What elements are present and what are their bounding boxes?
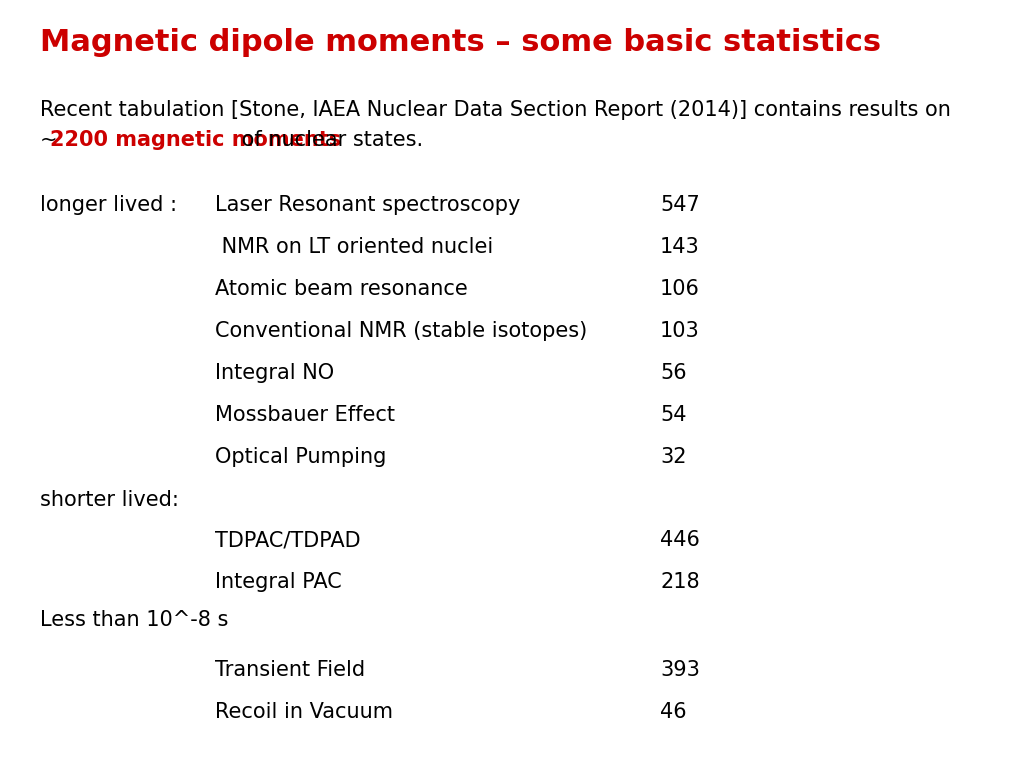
Text: ~: ~	[40, 130, 57, 150]
Text: Mossbauer Effect: Mossbauer Effect	[215, 405, 395, 425]
Text: Recent tabulation [Stone, IAEA Nuclear Data Section Report (2014)] contains resu: Recent tabulation [Stone, IAEA Nuclear D…	[40, 100, 951, 120]
Text: Recoil in Vacuum: Recoil in Vacuum	[215, 702, 393, 722]
Text: 547: 547	[660, 195, 699, 215]
Text: 103: 103	[660, 321, 699, 341]
Text: 106: 106	[660, 279, 699, 299]
Text: 54: 54	[660, 405, 686, 425]
Text: Transient Field: Transient Field	[215, 660, 366, 680]
Text: 46: 46	[660, 702, 687, 722]
Text: TDPAC/TDPAD: TDPAC/TDPAD	[215, 530, 360, 550]
Text: shorter lived:: shorter lived:	[40, 490, 179, 510]
Text: 393: 393	[660, 660, 699, 680]
Text: 446: 446	[660, 530, 699, 550]
Text: 143: 143	[660, 237, 699, 257]
Text: Less than 10^-8 s: Less than 10^-8 s	[40, 610, 228, 630]
Text: Integral NO: Integral NO	[215, 363, 334, 383]
Text: longer lived :: longer lived :	[40, 195, 177, 215]
Text: 218: 218	[660, 572, 699, 592]
Text: 56: 56	[660, 363, 687, 383]
Text: Magnetic dipole moments – some basic statistics: Magnetic dipole moments – some basic sta…	[40, 28, 881, 57]
Text: Laser Resonant spectroscopy: Laser Resonant spectroscopy	[215, 195, 520, 215]
Text: NMR on LT oriented nuclei: NMR on LT oriented nuclei	[215, 237, 494, 257]
Text: Optical Pumping: Optical Pumping	[215, 447, 386, 467]
Text: Integral PAC: Integral PAC	[215, 572, 342, 592]
Text: 2200 magnetic moments: 2200 magnetic moments	[50, 130, 341, 150]
Text: Conventional NMR (stable isotopes): Conventional NMR (stable isotopes)	[215, 321, 587, 341]
Text: 32: 32	[660, 447, 686, 467]
Text: Atomic beam resonance: Atomic beam resonance	[215, 279, 468, 299]
Text: of nuclear states.: of nuclear states.	[234, 130, 423, 150]
